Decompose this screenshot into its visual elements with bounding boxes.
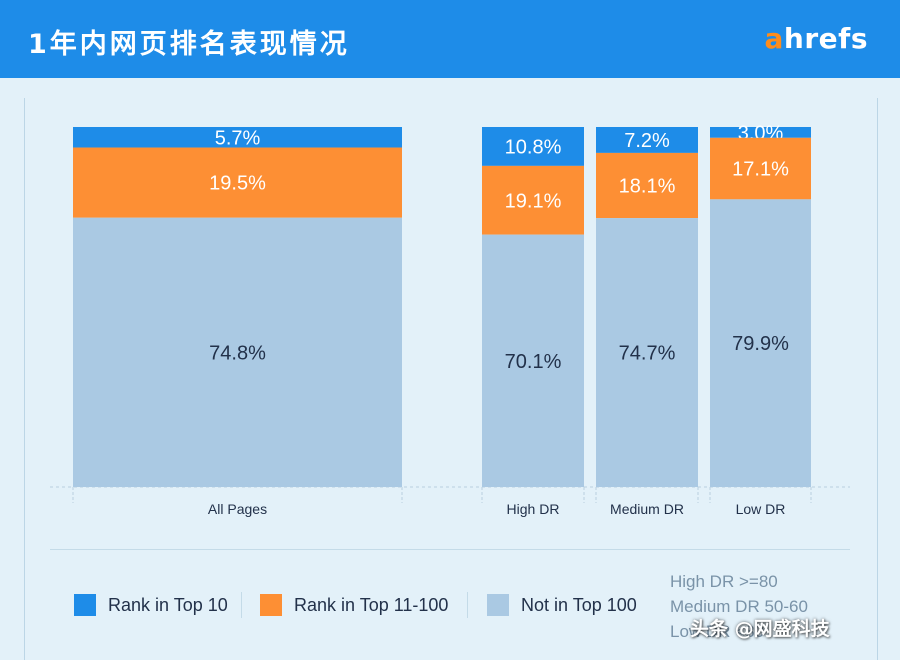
bar-segment-all-pages-0 (73, 127, 402, 148)
data-label: 70.1% (505, 351, 562, 373)
note-medium-dr: Medium DR 50-60 (670, 597, 808, 616)
legend-item-not-top100: Not in Top 100 (487, 594, 637, 616)
legend-swatch-top11-100 (260, 594, 282, 616)
legend-swatch-top10 (74, 594, 96, 616)
legend-label-top10: Rank in Top 10 (108, 594, 228, 615)
x-tick-label: Low DR (736, 501, 786, 517)
legend-swatch-not-top100 (487, 594, 509, 616)
bar-segment-low-dr-0 (710, 127, 811, 138)
data-label: 74.7% (619, 343, 676, 365)
bar-segment-medium-dr-2 (596, 218, 698, 487)
legend-label-top11-100: Rank in Top 11-100 (294, 594, 449, 615)
watermark: 头条 @网盛科技 (690, 618, 830, 640)
legend-separator (241, 592, 242, 618)
legend-divider (50, 549, 850, 550)
data-label: 5.7% (215, 127, 261, 149)
bar-segment-medium-dr-0 (596, 127, 698, 153)
bar-segment-low-dr-2 (710, 199, 811, 488)
data-label: 10.8% (505, 136, 562, 158)
page-title: 1年内网页排名表现情况 (28, 29, 350, 60)
data-label: 19.5% (209, 173, 266, 195)
bar-segment-medium-dr-1 (596, 152, 698, 219)
legend-item-top11-100: Rank in Top 11-100 (260, 594, 448, 616)
bar-segment-all-pages-1 (73, 147, 402, 218)
ahrefs-logo: ahrefs (764, 22, 868, 55)
note-high-dr: High DR >=80 (670, 572, 778, 591)
data-label: 74.8% (209, 342, 266, 364)
x-tick-label: Medium DR (610, 501, 684, 517)
bar-segment-high-dr-2 (482, 234, 584, 487)
bar-segment-low-dr-1 (710, 137, 811, 200)
legend-label-not-top100: Not in Top 100 (521, 594, 637, 615)
x-tick-label: High DR (507, 501, 560, 517)
dr-notes: High DR >=80 Medium DR 50-60 Low DR <30 (670, 569, 808, 644)
data-label: 18.1% (619, 176, 676, 198)
x-tick-label: All Pages (208, 501, 267, 517)
bar-segment-all-pages-2 (73, 217, 402, 487)
header-bar: 1年内网页排名表现情况 ahrefs (0, 0, 900, 78)
data-label: 19.1% (505, 190, 562, 212)
data-label: 7.2% (624, 130, 670, 152)
stacked-bar-chart: 5.7% 19.5% 74.8% All Pages 10.8% 19.1% 70.1% Hi… (50, 122, 850, 517)
legend-item-top10: Rank in Top 10 (74, 594, 228, 616)
data-label: 79.9% (732, 333, 789, 355)
legend-separator (467, 592, 468, 618)
bar-segment-high-dr-1 (482, 165, 584, 235)
data-label: 17.1% (732, 159, 789, 181)
chart-panel (24, 98, 878, 660)
note-low-dr: Low DR <30 (670, 622, 765, 641)
bar-segment-high-dr-0 (482, 127, 584, 166)
